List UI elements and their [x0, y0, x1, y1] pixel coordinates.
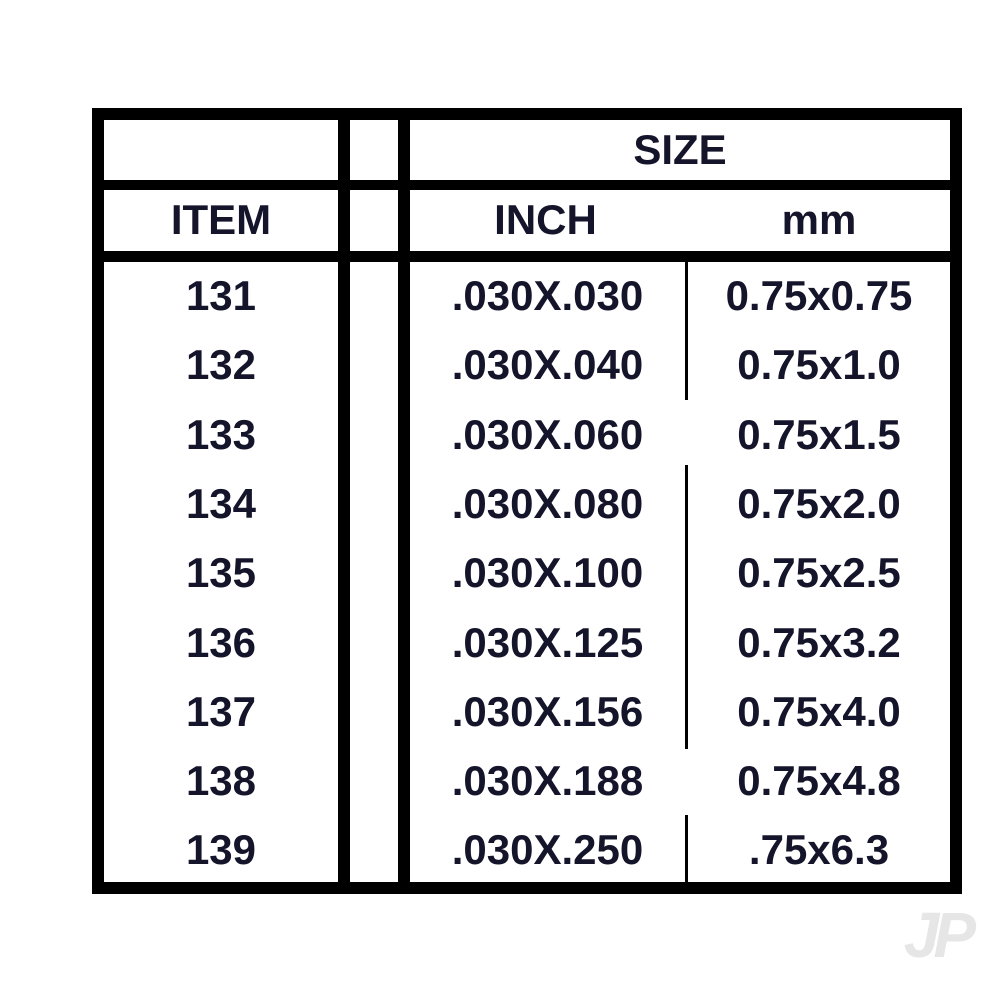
divider-horizontal-2 [92, 251, 962, 262]
border-top [92, 108, 962, 120]
header-size: SIZE [633, 126, 727, 173]
cell-item: 133 [185, 410, 257, 458]
cell-inch: .030X.156 [451, 687, 644, 735]
cell-mm: .75x6.3 [748, 826, 890, 874]
cell-item: 132 [185, 341, 257, 389]
cell-item: 131 [185, 272, 257, 319]
watermark-logo: JP [903, 899, 976, 971]
cell-mm: 0.75x3.2 [737, 618, 901, 666]
border-left [92, 108, 104, 894]
border-bottom [92, 882, 962, 894]
divider-inch-mm [685, 465, 688, 749]
cell-item: 139 [185, 826, 257, 874]
header-item: ITEM [170, 196, 272, 243]
divider-vertical-1 [338, 108, 350, 894]
cell-inch: .030X.030 [451, 272, 644, 319]
divider-inch-mm [685, 262, 688, 400]
cell-inch: .030X.250 [451, 826, 644, 874]
cell-mm: 0.75x4.0 [737, 687, 901, 735]
divider-vertical-2 [398, 108, 410, 894]
cell-inch: .030X.040 [451, 341, 644, 389]
cell-item: 135 [185, 549, 257, 597]
cell-item: 136 [185, 618, 257, 666]
cell-mm: 0.75x1.5 [737, 410, 901, 458]
cell-mm: 0.75x2.5 [737, 549, 901, 597]
cell-inch: .030X.080 [451, 479, 644, 527]
cell-mm: 0.75x2.0 [737, 479, 901, 527]
cell-mm: 0.75x4.8 [737, 757, 901, 805]
header-inch: INCH [494, 196, 597, 243]
cell-inch: .030X.060 [451, 410, 644, 458]
cell-inch: .030X.100 [451, 549, 644, 597]
divider-horizontal-1 [92, 180, 962, 190]
cell-inch: .030X.188 [451, 757, 644, 805]
cell-item: 138 [185, 757, 257, 805]
cell-item: 134 [185, 479, 257, 527]
header-mm: mm [781, 196, 857, 243]
cell-mm: 0.75x0.75 [725, 272, 913, 319]
border-right [950, 108, 962, 894]
cell-inch: .030X.125 [451, 618, 644, 666]
cell-mm: 0.75x1.0 [737, 341, 901, 389]
divider-inch-mm [685, 815, 688, 885]
cell-item: 137 [185, 687, 257, 735]
